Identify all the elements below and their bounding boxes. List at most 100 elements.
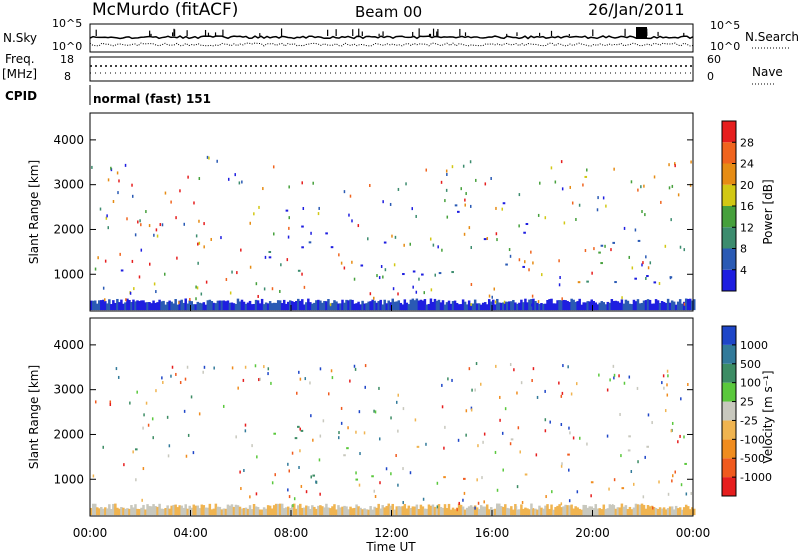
power-ground-cell	[576, 301, 579, 311]
velocity-data-cell	[443, 476, 446, 479]
velocity-scatter-cell	[517, 426, 520, 430]
velocity-scatter-cell	[618, 374, 620, 378]
velocity-scatter-cell	[666, 383, 668, 387]
power-ground-cell	[469, 304, 473, 311]
power-ground-cell	[174, 299, 177, 311]
velocity-ground-cell	[138, 509, 141, 516]
velocity-scatter-cell	[409, 471, 412, 475]
velocity-scatter-cell	[179, 381, 182, 385]
power-data-cell	[383, 241, 387, 244]
power-scatter-cell	[107, 178, 110, 182]
velocity-ground-cell	[132, 507, 135, 516]
velocity-ground-cell	[409, 508, 413, 516]
velocity-ground-cell	[363, 508, 366, 516]
velocity-ground-cell	[640, 503, 644, 516]
velocity-scatter-cell	[231, 366, 234, 370]
power-ground-cell	[415, 298, 419, 311]
power-ground-cell	[297, 298, 300, 311]
velocity-data-cell	[510, 438, 514, 441]
power-ground-cell	[634, 301, 638, 311]
power-scatter-cell	[469, 204, 472, 208]
power-scatter-cell	[138, 275, 141, 279]
power-scatter-cell	[112, 199, 115, 203]
velocity-ground-cell	[136, 508, 139, 516]
power-ground-cell	[620, 299, 624, 311]
power-ground-cell	[666, 298, 670, 311]
velocity-scatter-cell	[185, 454, 188, 458]
velocity-ground-cell	[451, 507, 455, 516]
velocity-ground-cell	[311, 505, 314, 516]
velocity-ytick-label: 2000	[53, 427, 84, 441]
freq-panel-frame	[89, 56, 694, 82]
velocity-scatter-cell	[315, 480, 317, 484]
power-ground-cell	[672, 301, 676, 311]
velocity-scatter-cell	[166, 415, 169, 419]
power-scatter-cell	[203, 222, 205, 226]
power-ground-cell	[496, 298, 499, 311]
velocity-ground-cell	[528, 509, 531, 516]
velocity-scatter-cell	[561, 391, 564, 395]
velocity-ground-cell	[202, 505, 206, 516]
power-scatter-cell	[444, 199, 446, 203]
power-scatter-cell	[674, 162, 676, 166]
velocity-colorbar-label: 1000	[740, 339, 768, 352]
velocity-scatter-cell	[117, 375, 120, 379]
power-colorbar-swatch	[722, 121, 736, 143]
power-colorbar-label: 24	[740, 158, 754, 171]
velocity-ground-cell	[682, 507, 686, 516]
velocity-data-cell	[646, 445, 649, 448]
velocity-ground-cell	[395, 506, 399, 516]
velocity-scatter-cell	[363, 431, 366, 435]
power-ground-cell	[198, 302, 202, 311]
power-ground-cell	[377, 301, 380, 311]
velocity-ground-cell	[168, 508, 171, 516]
velocity-scatter-cell	[549, 420, 551, 424]
power-ground-cell	[363, 303, 366, 311]
power-ytick-label: 3000	[53, 178, 84, 192]
velocity-scatter-cell	[568, 426, 570, 430]
power-ground-cell	[254, 299, 258, 311]
velocity-ground-cell	[180, 505, 183, 516]
power-ground-cell	[654, 299, 658, 311]
power-ground-cell	[136, 300, 139, 311]
velocity-scatter-cell	[322, 419, 325, 423]
power-scatter-cell	[140, 248, 143, 252]
velocity-ground-cell	[383, 507, 386, 516]
velocity-ground-cell	[204, 507, 208, 516]
power-data-cell	[301, 225, 304, 228]
power-ground-cell	[96, 303, 99, 311]
power-scatter-cell	[139, 219, 141, 223]
power-ground-cell	[286, 301, 290, 311]
power-scatter-cell	[518, 258, 521, 262]
power-scatter-cell	[264, 255, 267, 259]
power-ground-cell	[367, 301, 370, 311]
velocity-ground-cell	[258, 509, 262, 516]
velocity-ground-cell	[327, 507, 330, 516]
velocity-ground-cell	[534, 508, 537, 516]
velocity-ground-cell	[602, 504, 606, 516]
velocity-scatter-cell	[374, 495, 377, 499]
velocity-ground-cell	[556, 505, 559, 516]
velocity-ground-cell	[307, 506, 310, 516]
velocity-scatter-cell	[561, 462, 563, 466]
power-scatter-cell	[91, 165, 93, 169]
velocity-ground-cell	[194, 505, 198, 516]
power-ground-cell	[674, 304, 678, 311]
power-scatter-cell	[102, 286, 105, 290]
power-scatter-cell	[397, 187, 400, 191]
power-scatter-cell	[412, 285, 414, 289]
power-scatter-cell	[161, 223, 164, 227]
power-ground-cell	[118, 302, 121, 311]
velocity-ground-cell	[126, 508, 129, 516]
velocity-ground-cell	[564, 504, 567, 516]
power-scatter-cell	[389, 202, 392, 206]
velocity-scatter-cell	[354, 367, 357, 371]
power-ground-cell	[642, 300, 646, 311]
power-scatter-cell	[187, 175, 189, 179]
power-ground-cell	[512, 299, 515, 311]
velocity-scatter-cell	[312, 438, 314, 442]
power-ground-cell	[274, 302, 278, 311]
velocity-scatter-cell	[663, 386, 665, 390]
power-ground-cell	[315, 300, 318, 311]
power-ground-cell	[522, 302, 525, 311]
